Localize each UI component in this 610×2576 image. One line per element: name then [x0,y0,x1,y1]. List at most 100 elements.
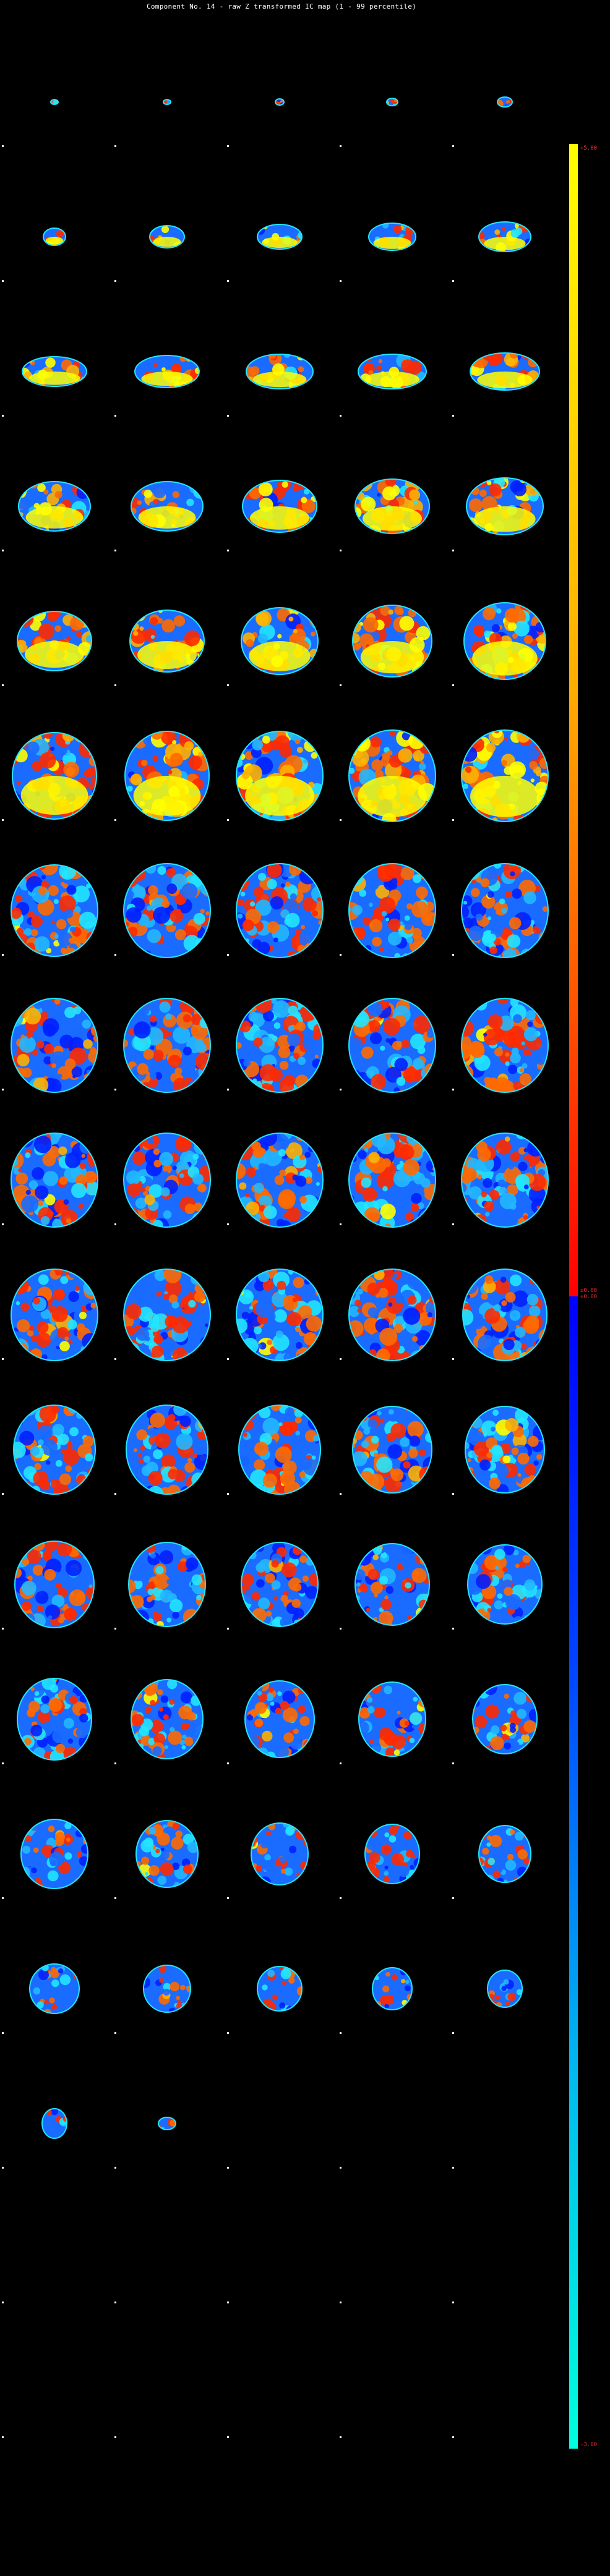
brain-slice [467,1544,543,1625]
slice-marker-dot [2,684,4,686]
slice-marker-dot [227,415,229,417]
slice-marker-dot [452,145,454,147]
slice-marker-dot [114,1089,116,1090]
brain-slice [11,864,98,957]
slice-marker-dot [340,684,342,686]
brain-slice [29,1963,80,2014]
slice-marker-dot [2,1897,4,1899]
slice-marker-dot [452,1897,454,1899]
brain-slice [461,863,549,958]
slice-marker-dot [452,2436,454,2438]
slice-marker-dot [340,1089,342,1090]
brain-slice [478,1825,531,1883]
brain-slice [236,731,324,821]
slice-marker-dot [114,280,116,282]
slice-marker-dot [452,1493,454,1495]
brain-slice [11,1133,98,1228]
slice-marker-dot [227,2032,229,2034]
brain-slice [386,98,398,106]
brain-slice [241,607,319,675]
slice-marker-dot [227,2167,229,2169]
slice-marker-dot [452,415,454,417]
slice-marker-dot [340,1628,342,1630]
brain-slice [368,223,416,251]
brain-slice [257,224,303,250]
slice-marker-dot [114,1223,116,1225]
brain-slice [13,1405,96,1495]
slice-marker-dot [452,2032,454,2034]
brain-slice [354,478,430,534]
slice-marker-dot [340,1358,342,1360]
brain-slice [14,1541,95,1628]
brain-slice [462,1269,548,1361]
slice-marker-dot [227,2436,229,2438]
brain-slice [123,1133,211,1228]
slice-marker-dot [227,1762,229,1764]
brain-slice [352,1406,432,1494]
slice-marker-dot [114,954,116,956]
brain-slice [470,352,540,391]
brain-slice [50,99,59,105]
brain-slice [242,480,317,533]
brain-slice [236,1133,324,1228]
brain-slice [465,1406,545,1494]
colorbar [569,144,578,2449]
slice-marker-dot [227,1358,229,1360]
brain-slice [124,731,210,821]
brain-slice [131,1679,204,1759]
slice-marker-dot [2,819,4,821]
brain-slice [487,1970,523,2008]
slice-marker-dot [2,2302,4,2303]
brain-slice [11,1269,98,1361]
slice-marker-dot [340,1223,342,1225]
slice-marker-dot [2,2032,4,2034]
slice-marker-dot [2,2436,4,2438]
brain-slice [12,732,97,820]
brain-slice [348,998,436,1093]
slice-marker-dot [340,280,342,282]
slice-marker-dot [2,1628,4,1630]
slice-marker-dot [227,1628,229,1630]
brain-slice [478,221,531,252]
slice-marker-dot [227,550,229,551]
slice-marker-dot [227,1089,229,1090]
brain-slice [352,605,432,678]
slice-marker-dot [114,145,116,147]
colorbar-max-label: +5.00 [580,145,598,151]
brain-slice [348,729,436,822]
slice-marker-dot [2,1358,4,1360]
slice-marker-dot [452,1628,454,1630]
brain-slice [17,1678,92,1761]
slice-marker-dot [340,1897,342,1899]
slice-marker-dot [227,280,229,282]
brain-slice [41,2108,67,2139]
slice-marker-dot [452,819,454,821]
brain-slice [461,729,549,822]
slice-marker-dot [340,145,342,147]
brain-slice [126,1405,208,1495]
brain-slice [358,1681,426,1757]
slice-marker-dot [2,1762,4,1764]
brain-slice [236,998,324,1093]
slice-marker-dot [452,2167,454,2169]
slice-marker-dot [340,1493,342,1495]
slice-marker-dot [452,1358,454,1360]
brain-slice [134,355,200,388]
colorbar-mid-label: ±0.00 ±0.00 [580,1288,598,1300]
slice-marker-dot [227,1493,229,1495]
brain-slice [143,1965,191,2013]
slice-marker-dot [452,280,454,282]
slice-marker-dot [2,2167,4,2169]
slice-marker-dot [452,2302,454,2303]
slice-marker-dot [114,1628,116,1630]
brain-slice [17,611,92,671]
brain-slice [123,1269,211,1361]
brain-slice [129,610,205,673]
brain-slice [236,863,324,958]
brain-slice [372,1967,413,2010]
brain-slice [238,1405,321,1495]
brain-slice [251,1822,309,1885]
brain-slice [348,863,436,958]
brain-slice [22,356,87,387]
